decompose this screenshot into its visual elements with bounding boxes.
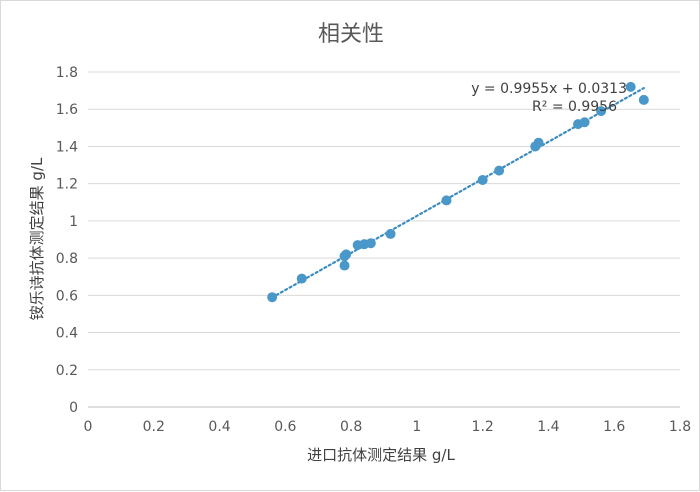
r-squared-label: R² = 0.9956 [532, 99, 617, 115]
x-tick-label: 1 [412, 419, 421, 435]
x-tick-label: 1.6 [603, 419, 625, 435]
data-point [385, 228, 396, 239]
chart-title: 相关性 [318, 22, 384, 47]
data-point [441, 195, 452, 206]
y-tick-label: 1.8 [56, 65, 78, 81]
data-point [267, 292, 278, 303]
data-point [625, 81, 636, 92]
y-tick-label: 1 [69, 214, 78, 230]
y-tick-label: 0 [69, 400, 78, 416]
data-points [267, 81, 649, 303]
x-axis-label: 进口抗体测定结果 g/L [307, 446, 455, 464]
y-tick-label: 0.4 [56, 326, 78, 342]
y-tick-label: 1.2 [56, 177, 78, 193]
x-tick-label: 1.2 [472, 419, 494, 435]
x-tick-label: 0.6 [274, 419, 296, 435]
y-tick-labels: 0 0.2 0.4 0.6 0.8 1 1.2 1.4 1.6 1.8 [56, 65, 78, 416]
y-tick-label: 0.8 [56, 251, 78, 267]
x-tick-label: 0.2 [143, 419, 165, 435]
grid-lines [88, 71, 680, 371]
y-tick-label: 0.2 [56, 363, 78, 379]
data-point [533, 137, 544, 148]
x-tick-label: 1.8 [669, 419, 691, 435]
data-point [296, 273, 307, 284]
x-tick-label: 0.4 [208, 419, 230, 435]
y-tick-label: 1.4 [56, 139, 78, 155]
data-point [477, 174, 488, 185]
x-tick-labels: 0 0.2 0.4 0.6 0.8 1 1.2 1.4 1.6 1.8 [84, 419, 692, 435]
data-point [638, 94, 649, 105]
y-tick-label: 1.6 [56, 102, 78, 118]
data-point [596, 106, 607, 117]
trendline-equation: y = 0.9955x + 0.0313 [471, 81, 627, 97]
x-tick-label: 1.4 [537, 419, 559, 435]
x-tick-label: 0.8 [340, 419, 362, 435]
x-tick-label: 0 [84, 419, 93, 435]
data-point [339, 260, 350, 271]
data-point [494, 165, 505, 176]
y-tick-label: 0.6 [56, 288, 78, 304]
data-point [365, 238, 376, 249]
data-point [579, 117, 590, 128]
data-point [341, 249, 352, 260]
y-axis-label: 铵乐诗抗体测定结果 g/L [28, 157, 46, 320]
